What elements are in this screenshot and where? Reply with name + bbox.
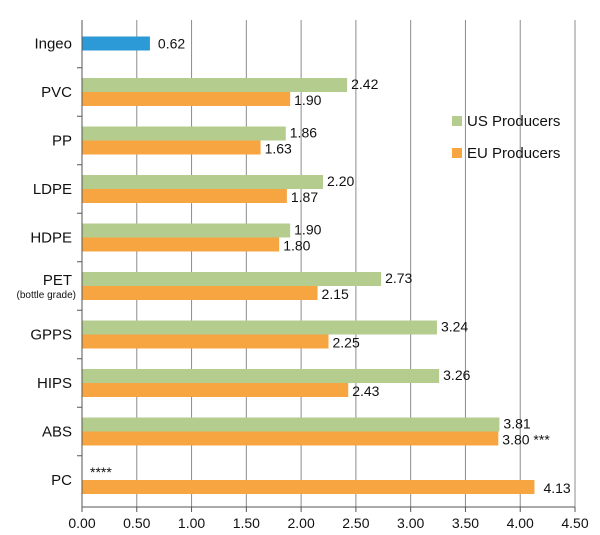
category-label: PVC [41,84,72,101]
bar-eu-producers [82,140,261,155]
axes: 0.00 0.50 1.00 1.50 2.00 2.50 3.00 3.50 4.00 4.50 [68,20,589,531]
legend-label: US Producers [467,113,560,130]
category-label: PP [52,133,72,150]
bar-eu-producers [82,92,291,106]
legend-swatch [452,148,462,158]
category-label: PC [51,472,72,489]
value-label: 3.24 [441,319,468,335]
category-label: PET [43,272,72,289]
value-label: 2.43 [352,383,379,399]
bar-us-producers [82,223,291,238]
x-tick-label: 3.00 [397,515,424,531]
bar-us-producers [82,320,437,335]
x-tick-label: 0.50 [123,515,150,531]
x-tick-label: 1.50 [233,515,260,531]
x-tick-label: 0.00 [68,515,95,531]
bar-eu-producers [82,480,535,494]
x-tick-label: 2.50 [342,515,369,531]
value-label: 1.90 [294,222,321,238]
bar-eu-producers [82,286,318,300]
bar-us-producers [82,272,382,286]
bar-eu-producers [82,383,349,397]
x-tick-label: 4.00 [507,515,534,531]
bar-us-producers [82,175,324,189]
bar-us-producers [82,417,500,432]
bar-us-producers [82,369,440,383]
value-label: 1.87 [291,189,318,205]
value-label: 3.80 *** [502,432,550,448]
value-label: 1.86 [290,125,317,141]
category-label: GPPS [30,327,72,344]
bar-eu-producers [82,431,499,446]
bar-ingeo [82,36,150,51]
x-tick-label: 2.00 [287,515,314,531]
category-label: LDPE [33,181,72,198]
bar-eu-producers [82,237,280,252]
x-tick-label: 4.50 [561,515,588,531]
value-label: 2.20 [327,173,354,189]
value-label: 3.26 [443,367,470,383]
value-label: 3.81 [503,416,530,432]
x-tick-label: 1.00 [178,515,205,531]
category-label: Ingeo [34,36,72,53]
bars [82,36,535,494]
category-sublabel: (bottle grade) [17,290,76,301]
bar-us-producers [82,126,286,141]
category-label: HIPS [37,375,72,392]
value-label: 2.73 [385,270,412,286]
value-label: 2.15 [322,286,349,302]
bar-eu-producers [82,189,287,203]
legend-label: EU Producers [467,145,560,162]
legend-swatch [452,116,462,126]
value-label: 2.25 [333,335,360,351]
category-label: HDPE [30,230,72,247]
value-label: 0.62 [158,36,185,52]
value-label: 4.13 [543,480,570,496]
bar-us-producers [82,78,348,92]
category-label: ABS [42,424,72,441]
labels: Ingeo PVC PP LDPE HDPE PET(bottle grade) GPPS H… [17,36,571,497]
legend: US Producers EU Producers [452,113,560,162]
value-label: 1.80 [283,238,310,254]
value-label: 1.63 [265,141,292,157]
value-label: 2.42 [351,76,378,92]
bar-eu-producers [82,334,329,349]
x-tick-label: 3.50 [452,515,479,531]
value-label: 1.90 [294,92,321,108]
value-label: **** [90,464,112,480]
